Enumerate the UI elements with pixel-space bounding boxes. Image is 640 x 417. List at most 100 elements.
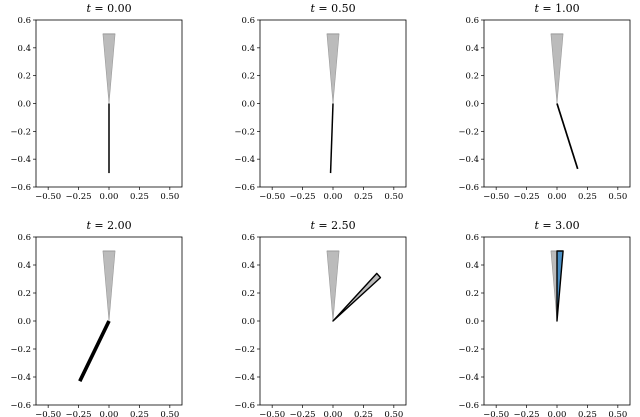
x-tick-label: −0.50 xyxy=(483,192,509,202)
y-tick-label: −0.2 xyxy=(10,345,31,355)
y-tick-label: 0.0 xyxy=(17,317,31,327)
x-tick-label: −0.25 xyxy=(66,410,92,417)
y-tick-label: −0.4 xyxy=(10,155,31,165)
x-tick-label: −0.25 xyxy=(66,192,92,202)
y-tick-label: −0.4 xyxy=(458,373,479,383)
rod xyxy=(78,320,111,382)
title-value: = 2.00 xyxy=(91,219,132,232)
y-tick-label: 0.0 xyxy=(241,100,255,110)
cone-shape xyxy=(102,250,116,322)
panel-title: t = 0.00 xyxy=(86,2,131,15)
y-tick-label: 0.6 xyxy=(465,233,479,243)
x-tick-label: −0.25 xyxy=(290,192,316,202)
title-variable: t xyxy=(86,2,91,15)
panels: t = 0.00 −0.50 −0.25 0.00 0.25 0.50 0.6 0.4 0.2 0… xyxy=(10,2,631,417)
title-variable: t xyxy=(86,219,91,232)
y-tick-label: 0.6 xyxy=(241,16,255,26)
title-value: = 0.50 xyxy=(315,2,356,15)
y-tick-label: −0.6 xyxy=(10,183,31,193)
title-value: = 3.00 xyxy=(539,219,580,232)
x-tick-label: −0.50 xyxy=(259,192,285,202)
x-tick-label: 0.25 xyxy=(130,192,149,202)
x-tick-label: −0.25 xyxy=(290,410,316,417)
x-tick-label: −0.50 xyxy=(259,410,285,417)
panel-title: t = 3.00 xyxy=(534,219,579,232)
x-tick-label: 0.50 xyxy=(160,192,179,202)
y-tick-label: 0.4 xyxy=(241,261,255,271)
y-tick-label: −0.6 xyxy=(234,183,255,193)
panel-title: t = 0.50 xyxy=(310,2,355,15)
y-tick-label: 0.6 xyxy=(465,16,479,26)
x-tick-label: 0.50 xyxy=(608,410,627,417)
panel-3: t = 1.00 −0.50 −0.25 0.00 0.25 0.50 0.6 0.4 0.2 0… xyxy=(458,2,631,202)
title-variable: t xyxy=(534,2,539,15)
y-tick-label: 0.0 xyxy=(17,100,31,110)
y-tick-label: 0.2 xyxy=(465,289,479,299)
rod xyxy=(329,103,334,174)
panel-2: t = 0.50 −0.50 −0.25 0.00 0.25 0.50 0.6 0.4 0.2 0… xyxy=(234,2,407,202)
y-tick-label: 0.2 xyxy=(17,72,31,82)
panel-6: t = 3.00 −0.50 −0.25 0.00 0.25 0.50 0.6 0.4 0.2 0… xyxy=(458,219,631,417)
x-tick-label: 0.50 xyxy=(160,410,179,417)
x-tick-label: 0.00 xyxy=(324,192,343,202)
x-tick-label: 0.25 xyxy=(354,410,373,417)
cone-shape xyxy=(550,33,564,104)
x-tick-label: 0.00 xyxy=(100,192,119,202)
cone-shape xyxy=(326,33,340,104)
y-tick-label: 0.0 xyxy=(241,317,255,327)
y-tick-label: 0.6 xyxy=(241,233,255,243)
y-tick-label: −0.2 xyxy=(234,345,255,355)
y-tick-label: −0.2 xyxy=(458,345,479,355)
x-tick-label: 0.25 xyxy=(578,410,597,417)
x-tick-label: −0.50 xyxy=(483,410,509,417)
y-tick-label: −0.2 xyxy=(10,127,31,137)
wedge xyxy=(332,272,382,322)
y-tick-label: 0.2 xyxy=(241,72,255,82)
title-value: = 0.00 xyxy=(91,2,132,15)
rod xyxy=(556,103,579,170)
x-tick-label: 0.00 xyxy=(324,410,343,417)
x-tick-label: −0.25 xyxy=(514,410,540,417)
cone-shape xyxy=(326,250,340,322)
y-tick-label: −0.2 xyxy=(458,127,479,137)
y-tick-label: 0.4 xyxy=(465,261,479,271)
y-tick-label: 0.0 xyxy=(465,100,479,110)
title-variable: t xyxy=(534,219,539,232)
panel-title: t = 2.00 xyxy=(86,219,131,232)
y-tick-label: 0.6 xyxy=(17,16,31,26)
y-tick-label: −0.6 xyxy=(458,401,479,411)
y-tick-label: −0.4 xyxy=(10,373,31,383)
panel-1: t = 0.00 −0.50 −0.25 0.00 0.25 0.50 0.6 0.4 0.2 0… xyxy=(10,2,183,202)
y-tick-label: 0.6 xyxy=(17,233,31,243)
panel-title: t = 1.00 xyxy=(534,2,579,15)
x-tick-label: 0.50 xyxy=(384,410,403,417)
x-tick-label: 0.50 xyxy=(384,192,403,202)
x-tick-label: −0.25 xyxy=(514,192,540,202)
x-tick-label: 0.00 xyxy=(100,410,119,417)
x-tick-label: 0.00 xyxy=(548,410,567,417)
y-tick-label: −0.6 xyxy=(234,401,255,411)
cone-shape xyxy=(102,33,116,104)
x-tick-label: 0.25 xyxy=(130,410,149,417)
y-tick-label: −0.6 xyxy=(10,401,31,411)
x-tick-label: −0.50 xyxy=(35,410,61,417)
x-tick-label: 0.25 xyxy=(578,192,597,202)
title-variable: t xyxy=(310,2,315,15)
y-tick-label: 0.2 xyxy=(241,289,255,299)
y-tick-label: 0.2 xyxy=(465,72,479,82)
panel-4: t = 2.00 −0.50 −0.25 0.00 0.25 0.50 0.6 0.4 0.2 0… xyxy=(10,219,183,417)
y-tick-label: −0.6 xyxy=(458,183,479,193)
y-tick-label: −0.2 xyxy=(234,127,255,137)
y-tick-label: 0.4 xyxy=(241,44,255,54)
y-tick-label: −0.4 xyxy=(234,155,255,165)
title-value: = 2.50 xyxy=(315,219,356,232)
title-value: = 1.00 xyxy=(539,2,580,15)
title-variable: t xyxy=(310,219,315,232)
x-tick-label: 0.00 xyxy=(548,192,567,202)
x-tick-label: −0.50 xyxy=(35,192,61,202)
y-tick-label: 0.4 xyxy=(17,261,31,271)
x-tick-label: 0.25 xyxy=(354,192,373,202)
panel-5: t = 2.50 −0.50 −0.25 0.00 0.25 0.50 0.6 0.4 0.2 0… xyxy=(234,219,407,417)
y-tick-label: −0.4 xyxy=(458,155,479,165)
